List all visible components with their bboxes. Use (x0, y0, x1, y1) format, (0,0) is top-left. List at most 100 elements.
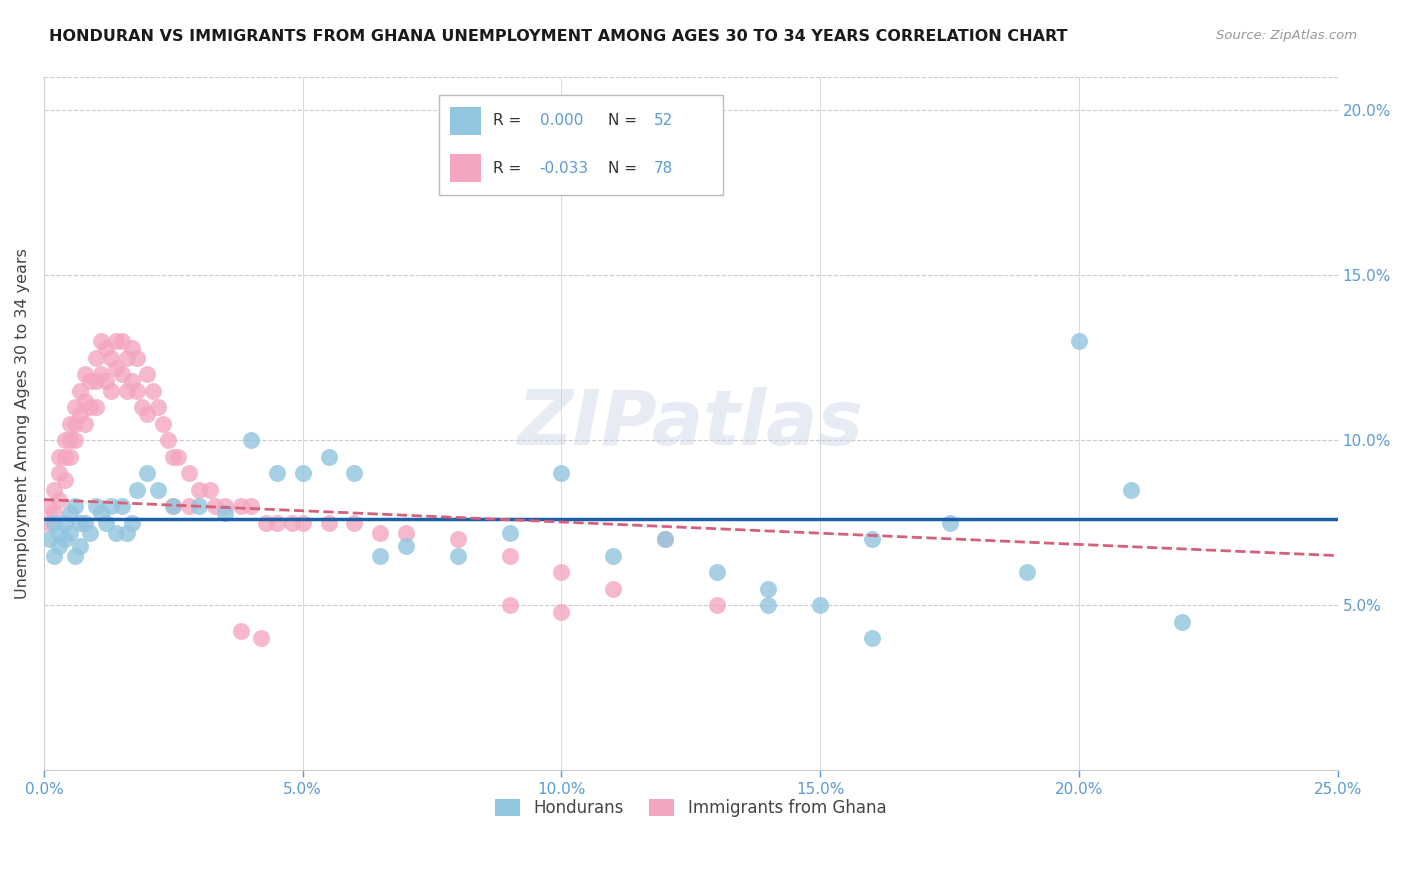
Point (44, 483, 66, 497)
Point (75, 417, 97, 431)
Point (499, 598, 522, 612)
Point (53, 434, 76, 448)
Point (105, 525, 128, 540)
Point (266, 466, 288, 480)
Point (291, 516, 314, 530)
Point (125, 351, 148, 365)
Point (188, 483, 211, 497)
Point (48, 492, 70, 507)
Point (110, 368, 132, 382)
Point (860, 631, 883, 645)
Point (136, 466, 159, 480)
Point (162, 450, 184, 464)
Point (550, 565, 572, 579)
Point (63, 434, 86, 448)
Point (75, 393, 97, 408)
Point (53, 473, 76, 487)
Point (94, 374, 117, 388)
Point (860, 532, 883, 546)
Point (758, 598, 780, 612)
Point (38, 532, 60, 546)
Point (94, 516, 117, 530)
Point (266, 516, 288, 530)
Point (447, 532, 470, 546)
Point (136, 368, 159, 382)
Point (84, 374, 107, 388)
Point (90, 368, 112, 382)
Legend: Hondurans, Immigrants from Ghana: Hondurans, Immigrants from Ghana (489, 792, 893, 824)
Point (105, 360, 128, 375)
Point (204, 499, 226, 513)
Point (53, 450, 76, 464)
Point (63, 401, 86, 415)
Point (63, 549, 86, 563)
Text: ZIPatlas: ZIPatlas (517, 387, 863, 461)
Point (368, 525, 391, 540)
Point (499, 525, 522, 540)
Point (69, 384, 91, 398)
Point (79, 374, 101, 388)
Text: HONDURAN VS IMMIGRANTS FROM GHANA UNEMPLOYMENT AMONG AGES 30 TO 34 YEARS CORRELA: HONDURAN VS IMMIGRANTS FROM GHANA UNEMPL… (49, 29, 1067, 44)
Point (69, 407, 91, 421)
Point (146, 483, 169, 497)
Text: Source: ZipAtlas.com: Source: ZipAtlas.com (1216, 29, 1357, 42)
Point (1171, 615, 1194, 629)
Point (318, 450, 340, 464)
Point (318, 516, 340, 530)
Point (157, 434, 180, 448)
Point (602, 582, 624, 596)
Point (550, 605, 572, 619)
Point (115, 525, 138, 540)
Point (167, 450, 190, 464)
Point (131, 401, 153, 415)
Point (229, 624, 252, 639)
Point (938, 516, 960, 530)
Point (229, 499, 252, 513)
Point (602, 549, 624, 563)
Point (654, 532, 676, 546)
Point (499, 549, 522, 563)
Point (142, 384, 165, 398)
Point (550, 466, 572, 480)
Point (59, 450, 82, 464)
Point (105, 334, 128, 349)
Point (1067, 334, 1090, 349)
Point (44, 506, 66, 520)
Y-axis label: Unemployment Among Ages 30 to 34 years: Unemployment Among Ages 30 to 34 years (15, 248, 30, 599)
Point (48, 450, 70, 464)
Point (110, 334, 132, 349)
Point (38, 499, 60, 513)
Point (84, 401, 107, 415)
Point (110, 499, 132, 513)
Point (115, 351, 138, 365)
Point (59, 417, 82, 431)
Point (291, 466, 314, 480)
Point (239, 434, 262, 448)
Point (53, 516, 76, 530)
Point (343, 516, 366, 530)
Point (84, 351, 107, 365)
Point (59, 525, 82, 540)
Point (79, 525, 101, 540)
Point (84, 499, 107, 513)
Point (136, 407, 159, 421)
Point (63, 417, 86, 431)
Point (75, 368, 97, 382)
Point (69, 539, 91, 553)
Point (90, 334, 112, 349)
Point (146, 401, 169, 415)
Point (90, 506, 112, 520)
Point (198, 483, 221, 497)
Point (177, 466, 200, 480)
Point (395, 539, 418, 553)
Point (48, 525, 70, 540)
Point (808, 598, 831, 612)
Point (125, 384, 148, 398)
Point (152, 417, 174, 431)
Point (100, 384, 122, 398)
Point (44, 549, 66, 563)
Point (121, 341, 143, 355)
Point (53, 532, 76, 546)
Point (214, 499, 236, 513)
Point (250, 631, 273, 645)
